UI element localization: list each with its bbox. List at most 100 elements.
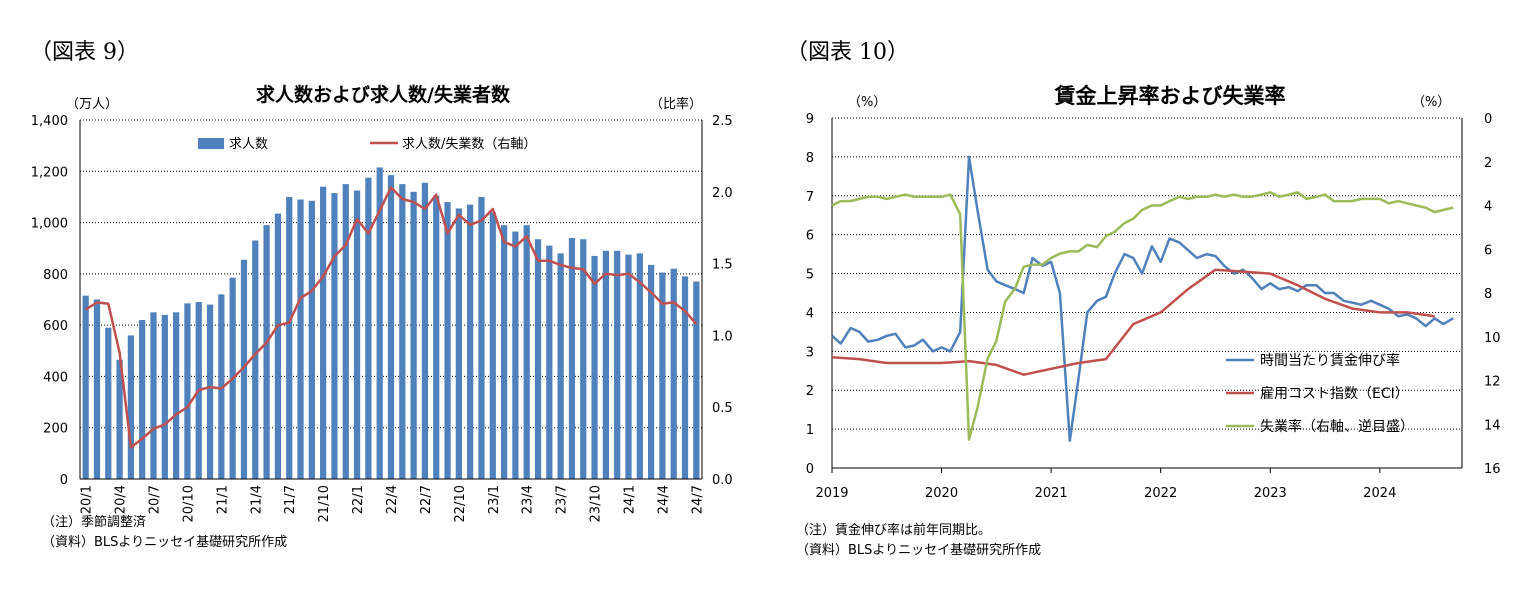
bar	[105, 327, 112, 479]
y-tick-label: 1,000	[31, 217, 68, 232]
y-tick-label: 8	[806, 151, 814, 166]
bar	[421, 182, 429, 479]
legend-label-eci: 雇用コスト指数（ECI）	[1260, 385, 1409, 402]
y-tick-label: 1,200	[31, 165, 68, 180]
bar	[455, 208, 462, 480]
bar	[331, 193, 338, 479]
x-tick-label: 2020	[925, 486, 958, 501]
y2-tick-label: 10	[1484, 331, 1501, 346]
legend-label-bar: 求人数	[229, 137, 268, 152]
y2-tick-label: 8	[1484, 287, 1492, 302]
x-tick-label: 20/1	[80, 485, 95, 514]
bar	[410, 191, 417, 480]
y-axis-label: （万人）	[66, 97, 118, 112]
bar	[286, 196, 293, 479]
y2-tick-label: 1.0	[712, 329, 733, 344]
bar	[173, 312, 180, 479]
bar	[263, 225, 270, 479]
x-tick-label: 24/4	[656, 485, 671, 514]
bar	[206, 304, 214, 479]
bar	[161, 314, 168, 479]
series-line-ratio	[85, 186, 698, 449]
x-tick-label: 23/4	[521, 485, 536, 514]
figure-9-source: （資料）BLSよりニッセイ基礎研究所作成	[42, 535, 288, 550]
bar	[353, 190, 361, 479]
y2-tick-label: 4	[1484, 200, 1492, 215]
bar	[489, 212, 496, 480]
x-tick-label: 2024	[1363, 486, 1396, 501]
x-tick-label: 22/7	[419, 485, 434, 514]
figure-10-label: （図表 10）	[786, 40, 909, 65]
series-line-unemployment	[831, 191, 1454, 441]
x-tick-label: 20/4	[114, 485, 129, 514]
y-tick-label: 400	[43, 370, 68, 385]
y-axis-label: （%）	[848, 95, 886, 110]
y-tick-label: 5	[806, 268, 814, 283]
y-tick-label: 2	[806, 384, 814, 399]
bar	[116, 359, 123, 479]
legend-label-hourly-wage: 時間当たり賃金伸び率	[1260, 352, 1400, 369]
y-tick-label: 1,400	[31, 114, 68, 129]
y2-axis-label: （比率）	[650, 96, 702, 112]
bar	[693, 281, 700, 479]
bar	[681, 276, 689, 479]
x-tick-label: 20/10	[181, 485, 196, 522]
x-tick-label: 20/7	[148, 485, 163, 514]
y2-tick-label: 16	[1484, 462, 1501, 477]
bar	[433, 195, 440, 479]
bar	[139, 320, 146, 479]
bar	[636, 253, 643, 479]
bar	[568, 237, 576, 479]
figure-9-notes: （注）季節調整済 （資料）BLSよりニッセイ基礎研究所作成	[42, 513, 287, 553]
bar	[659, 272, 666, 479]
bar	[240, 259, 248, 479]
y-tick-label: 7	[806, 190, 814, 205]
bar	[308, 200, 315, 479]
bar	[274, 213, 282, 479]
chart-job-openings: 0 200 400 600 800 1,000 1,200 1,400 0.0 0.5 1.0 1.5…	[31, 83, 733, 522]
legend-label-line: 求人数/失業数（右軸）	[402, 136, 536, 152]
bar	[512, 231, 519, 479]
x-tick-label: 21/1	[215, 485, 230, 514]
bar	[342, 184, 349, 479]
y-tick-label: 0	[806, 462, 814, 477]
bar	[523, 225, 530, 479]
legend-label-unemployment: 失業率（右軸、逆目盛）	[1260, 418, 1414, 435]
bar	[591, 255, 598, 479]
bar	[546, 245, 553, 479]
y-tick-label: 4	[806, 306, 814, 321]
bar	[184, 303, 191, 479]
bar	[150, 312, 157, 479]
y2-tick-label: 1.5	[712, 258, 733, 273]
y2-tick-label: 2.0	[712, 186, 733, 201]
y-tick-label: 1	[806, 423, 814, 438]
y-tick-label: 3	[806, 345, 814, 360]
y-tick-label: 9	[806, 112, 814, 127]
figure-10-notes: （注）賃金伸び率は前年同期比。 （資料）BLSよりニッセイ基礎研究所作成	[796, 521, 1041, 561]
x-tick-label: 2019	[815, 486, 848, 501]
x-tick-label: 21/4	[249, 485, 264, 514]
x-tick-label: 2022	[1144, 486, 1177, 501]
bar	[399, 184, 406, 479]
bar	[534, 239, 542, 479]
x-tick-label: 24/1	[622, 485, 637, 514]
bar	[602, 250, 609, 479]
figure-10-source: （資料）BLSよりニッセイ基礎研究所作成	[796, 543, 1042, 558]
bar	[365, 177, 372, 480]
bar	[625, 254, 632, 479]
bar	[614, 250, 621, 479]
bar	[252, 240, 259, 479]
bar	[467, 204, 474, 479]
series-line-hourly-wage	[831, 155, 1454, 443]
bar	[387, 175, 395, 479]
bar	[297, 199, 304, 479]
legend-swatch-bar	[198, 138, 224, 149]
y2-tick-label: 2.5	[712, 114, 733, 129]
bar	[670, 268, 677, 479]
bar	[500, 225, 508, 479]
y2-tick-label: 0	[1484, 112, 1492, 127]
y2-tick-label: 2	[1484, 156, 1492, 171]
series-line-eci	[831, 268, 1435, 376]
bar	[647, 264, 655, 479]
x-tick-label: 2021	[1035, 486, 1068, 501]
